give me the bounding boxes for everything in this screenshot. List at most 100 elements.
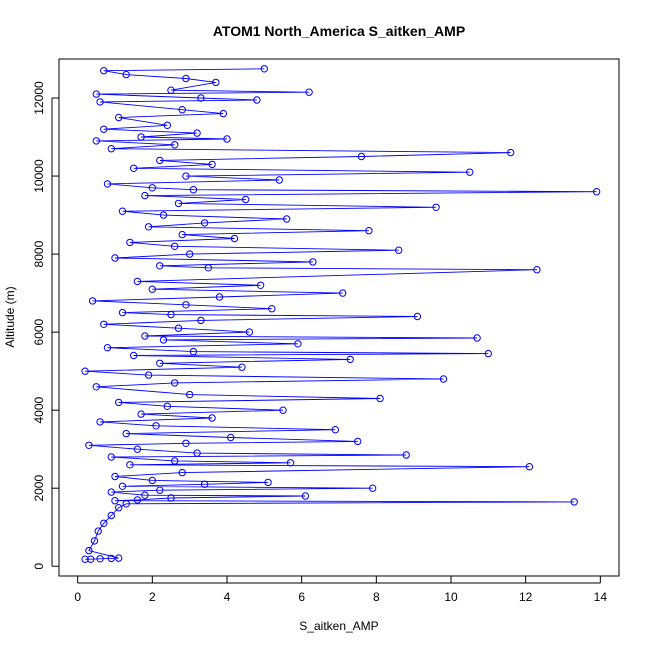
data-point xyxy=(570,498,578,506)
data-point xyxy=(189,347,198,356)
data-point xyxy=(130,351,138,360)
data-point xyxy=(111,497,119,505)
data-point xyxy=(100,125,108,133)
y-tick-label: 10000 xyxy=(32,159,46,193)
data-point xyxy=(163,402,172,410)
data-point xyxy=(193,129,201,137)
data-point xyxy=(178,106,186,114)
data-point xyxy=(197,94,205,102)
data-point xyxy=(144,371,153,379)
data-point xyxy=(238,363,246,371)
data-point xyxy=(283,215,291,223)
data-point xyxy=(167,86,175,94)
data-point xyxy=(264,478,272,487)
data-point xyxy=(178,230,186,239)
data-point xyxy=(167,310,175,319)
data-point xyxy=(122,429,130,438)
data-point xyxy=(122,500,130,508)
data-point xyxy=(81,555,89,563)
data-point xyxy=(212,78,220,87)
data-point xyxy=(144,223,153,231)
data-point xyxy=(107,554,116,563)
data-point xyxy=(111,472,119,481)
data-point xyxy=(94,527,102,535)
data-point xyxy=(357,152,366,161)
data-point xyxy=(163,121,172,130)
data-point xyxy=(309,258,317,266)
data-point xyxy=(100,320,108,328)
data-point xyxy=(88,297,97,305)
data-point xyxy=(484,349,492,358)
data-point xyxy=(92,137,101,145)
data-point xyxy=(230,234,239,243)
data-point xyxy=(96,418,104,426)
data-point xyxy=(208,160,216,169)
data-point xyxy=(174,324,183,332)
data-point xyxy=(242,195,250,204)
data-point xyxy=(354,437,362,446)
data-point xyxy=(118,308,127,317)
y-tick-label: 0 xyxy=(32,563,46,570)
data-point xyxy=(592,188,601,196)
data-point xyxy=(152,422,160,430)
y-tick-label: 12000 xyxy=(32,81,46,115)
plot-frame xyxy=(58,58,620,577)
data-point xyxy=(167,494,175,502)
data-point xyxy=(193,449,201,457)
data-point xyxy=(130,164,138,173)
data-point xyxy=(111,254,119,262)
data-point xyxy=(81,367,89,375)
data-point xyxy=(96,555,104,563)
data-point xyxy=(156,359,164,367)
data-point xyxy=(215,293,224,301)
data-point xyxy=(103,180,112,188)
data-point xyxy=(141,491,149,499)
data-point xyxy=(126,238,134,247)
data-point xyxy=(122,70,130,79)
x-tick-label: 8 xyxy=(373,590,380,604)
data-point xyxy=(107,511,116,520)
data-point xyxy=(432,203,440,212)
data-point xyxy=(159,211,168,219)
y-axis: 0 2000 4000 6000 8000 10000 12000 xyxy=(32,81,59,570)
data-point xyxy=(148,285,157,293)
data-point xyxy=(339,289,347,297)
data-point xyxy=(141,332,149,340)
data-point xyxy=(260,65,268,73)
y-tick-label: 2000 xyxy=(32,475,46,502)
data-point xyxy=(376,394,384,403)
data-point xyxy=(186,390,194,399)
data-point xyxy=(92,383,101,391)
data-point xyxy=(87,555,95,563)
data-point xyxy=(200,219,209,227)
data-point xyxy=(178,468,186,477)
x-axis-label: S_aitken_AMP xyxy=(299,619,378,633)
data-point xyxy=(346,355,354,364)
data-point xyxy=(115,113,123,122)
data-point xyxy=(219,109,228,118)
chart-title: ATOM1 North_America S_aitken_AMP xyxy=(213,23,465,39)
data-point xyxy=(279,406,287,414)
data-point xyxy=(148,184,157,192)
x-tick-label: 0 xyxy=(74,590,81,604)
x-axis: 0 2 4 6 8 10 12 14 xyxy=(74,576,607,604)
data-point xyxy=(182,74,190,83)
data-point xyxy=(126,461,134,469)
data-point xyxy=(100,67,108,75)
data-point xyxy=(197,316,205,325)
data-point xyxy=(331,426,339,434)
data-point xyxy=(103,344,112,352)
data-point xyxy=(171,379,179,387)
data-point xyxy=(171,242,179,251)
y-tick-label: 6000 xyxy=(32,318,46,345)
data-point xyxy=(90,537,99,545)
series-line xyxy=(85,68,597,560)
data-point xyxy=(286,459,295,467)
x-tick-label: 2 xyxy=(149,590,156,604)
data-point xyxy=(253,96,261,104)
data-point xyxy=(186,250,194,258)
x-tick-label: 10 xyxy=(444,590,458,604)
data-point xyxy=(85,441,93,449)
data-point xyxy=(268,305,276,313)
data-point xyxy=(525,463,534,471)
